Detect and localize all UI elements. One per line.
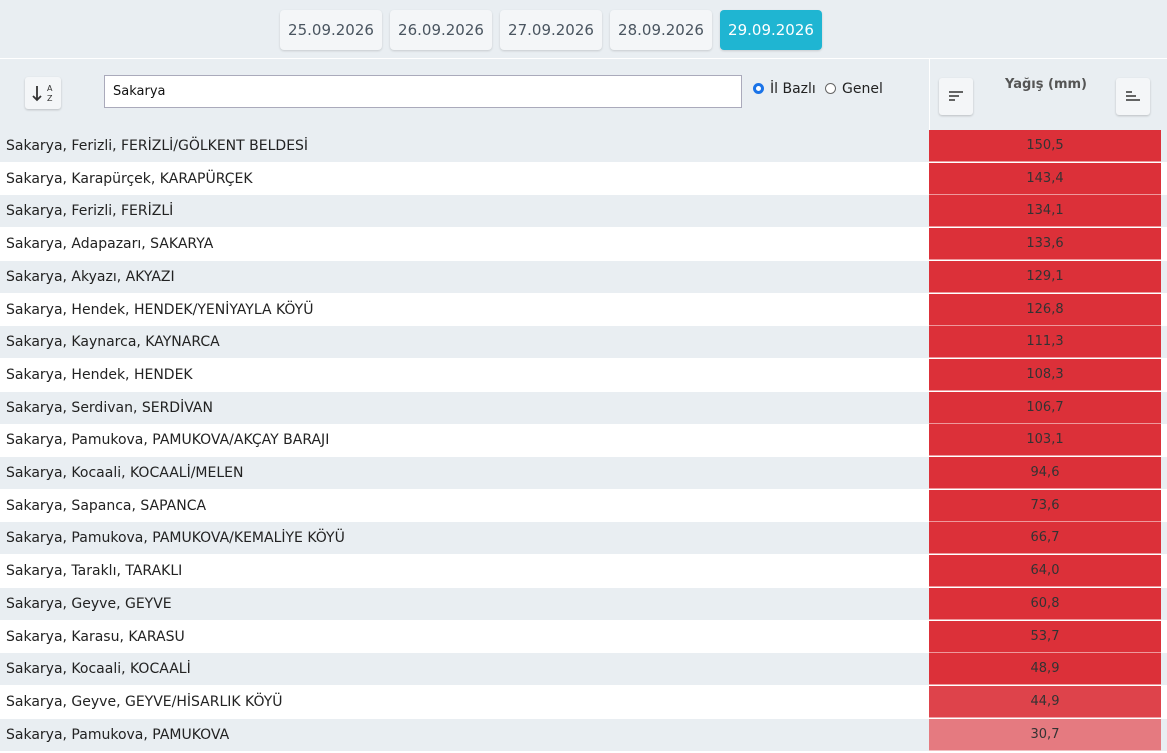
value-cell: 94,6 xyxy=(929,457,1161,489)
table-row: Sakarya, Serdivan, SERDİVAN 106,7 xyxy=(0,391,1167,424)
value-cell: 129,1 xyxy=(929,260,1161,293)
value-cell: 106,7 xyxy=(929,391,1161,424)
location-cell: Sakarya, Kocaali, KOCAALİ/MELEN xyxy=(6,465,244,481)
value-cell: 73,6 xyxy=(929,489,1161,522)
value-cell: 150,5 xyxy=(929,130,1161,162)
column-title: Yağış (mm) xyxy=(1005,77,1087,92)
sort-asc-button[interactable] xyxy=(1116,78,1150,115)
radio-dot[interactable] xyxy=(753,83,764,94)
sort-alpha-icon: AZ xyxy=(32,84,53,103)
date-tab[interactable]: 25.09.2026 xyxy=(280,10,382,50)
location-cell: Sakarya, Ferizli, FERİZLİ xyxy=(6,203,174,220)
table-row: Sakarya, Geyve, GEYVE 60,8 xyxy=(0,587,1167,620)
table-row: Sakarya, Hendek, HENDEK/YENİYAYLA KÖYÜ 12… xyxy=(0,293,1167,326)
sort-asc-icon xyxy=(1126,91,1140,101)
value-cell: 48,9 xyxy=(929,653,1161,686)
table-row: Sakarya, Akyazı, AKYAZI 129,1 xyxy=(0,260,1167,293)
table-row: Sakarya, Ferizli, FERİZLİ/GÖLKENT BELDES… xyxy=(0,130,1167,162)
location-cell: Sakarya, Hendek, HENDEK/YENİYAYLA KÖYÜ xyxy=(6,301,314,318)
location-cell: Sakarya, Geyve, GEYVE/HİSARLIK KÖYÜ xyxy=(6,693,283,710)
table-row: Sakarya, Ferizli, FERİZLİ 134,1 xyxy=(0,195,1167,228)
location-cell: Sakarya, Pamukova, PAMUKOVA xyxy=(6,726,230,743)
location-cell: Sakarya, Ferizli, FERİZLİ/GÖLKENT BELDES… xyxy=(6,138,309,154)
table-row: Sakarya, Kocaali, KOCAALİ/MELEN 94,6 xyxy=(0,457,1167,489)
location-cell: Sakarya, Pamukova, PAMUKOVA/AKÇAY BARAJI xyxy=(6,432,330,449)
table-row: Sakarya, Kaynarca, KAYNARCA 111,3 xyxy=(0,326,1167,359)
location-cell: Sakarya, Sapanca, SAPANCA xyxy=(6,497,207,514)
value-cell: 133,6 xyxy=(929,228,1161,261)
value-cell: 44,9 xyxy=(929,685,1161,718)
sort-desc-button[interactable] xyxy=(939,78,973,115)
value-cell: 108,3 xyxy=(929,358,1161,391)
value-cell: 103,1 xyxy=(929,424,1161,457)
location-cell: Sakarya, Adapazarı, SAKARYA xyxy=(6,236,214,253)
value-cell: 126,8 xyxy=(929,293,1161,326)
table-row: Sakarya, Hendek, HENDEK 108,3 xyxy=(0,358,1167,391)
table-row: Sakarya, Karapürçek, KARAPÜRÇEK 143,4 xyxy=(0,162,1167,195)
search-input[interactable]: Sakarya xyxy=(104,75,742,108)
location-cell: Sakarya, Kaynarca, KAYNARCA xyxy=(6,334,220,351)
value-cell: 66,7 xyxy=(929,522,1161,555)
radio-label: Genel xyxy=(842,81,883,97)
location-cell: Sakarya, Serdivan, SERDİVAN xyxy=(6,399,213,416)
location-cell: Sakarya, Hendek, HENDEK xyxy=(6,366,193,383)
table-row: Sakarya, Taraklı, TARAKLI 64,0 xyxy=(0,555,1167,588)
value-column-header: Yağış (mm) xyxy=(929,59,1167,130)
svg-text:Z: Z xyxy=(47,94,53,103)
location-cell: Sakarya, Akyazı, AKYAZI xyxy=(6,268,175,285)
value-cell: 134,1 xyxy=(929,195,1161,228)
value-cell: 143,4 xyxy=(929,162,1161,195)
date-bar: 25.09.2026 26.09.2026 27.09.2026 28.09.2026… xyxy=(0,0,1167,58)
value-cell: 53,7 xyxy=(929,620,1161,653)
date-tab[interactable]: 26.09.2026 xyxy=(390,10,492,50)
table-row: Sakarya, Geyve, GEYVE/HİSARLIK KÖYÜ 44,9 xyxy=(0,685,1167,718)
value-cell: 60,8 xyxy=(929,587,1161,620)
table-row: Sakarya, Pamukova, PAMUKOVA/AKÇAY BARAJI… xyxy=(0,424,1167,457)
radio-dot[interactable] xyxy=(825,83,836,94)
value-cell: 111,3 xyxy=(929,326,1161,359)
location-cell: Sakarya, Pamukova, PAMUKOVA/KEMALİYE KÖY… xyxy=(6,530,345,547)
table-row: Sakarya, Pamukova, PAMUKOVA/KEMALİYE KÖY… xyxy=(0,522,1167,555)
location-cell: Sakarya, Kocaali, KOCAALİ xyxy=(6,661,191,678)
radio-label: İl Bazlı xyxy=(770,81,816,97)
radio-option[interactable]: Genel xyxy=(825,81,883,97)
sort-desc-icon xyxy=(949,91,963,101)
table-row: Sakarya, Sapanca, SAPANCA 73,6 xyxy=(0,489,1167,522)
table-row: Sakarya, Kocaali, KOCAALİ 48,9 xyxy=(0,653,1167,686)
location-cell: Sakarya, Geyve, GEYVE xyxy=(6,595,172,612)
date-tab[interactable]: 29.09.2026 xyxy=(720,10,822,50)
date-tab[interactable]: 27.09.2026 xyxy=(500,10,602,50)
location-cell: Sakarya, Karapürçek, KARAPÜRÇEK xyxy=(6,170,253,187)
table-row: Sakarya, Pamukova, PAMUKOVA 30,7 xyxy=(0,718,1167,751)
table-row: Sakarya, Karasu, KARASU 53,7 xyxy=(0,620,1167,653)
svg-text:A: A xyxy=(47,84,53,93)
value-cell: 64,0 xyxy=(929,555,1161,588)
table-row: Sakarya, Adapazarı, SAKARYA 133,6 xyxy=(0,228,1167,261)
radio-option[interactable]: İl Bazlı xyxy=(753,81,816,97)
location-cell: Sakarya, Karasu, KARASU xyxy=(6,628,185,645)
date-tab[interactable]: 28.09.2026 xyxy=(610,10,712,50)
location-cell: Sakarya, Taraklı, TARAKLI xyxy=(6,563,183,580)
value-cell: 30,7 xyxy=(929,718,1161,751)
